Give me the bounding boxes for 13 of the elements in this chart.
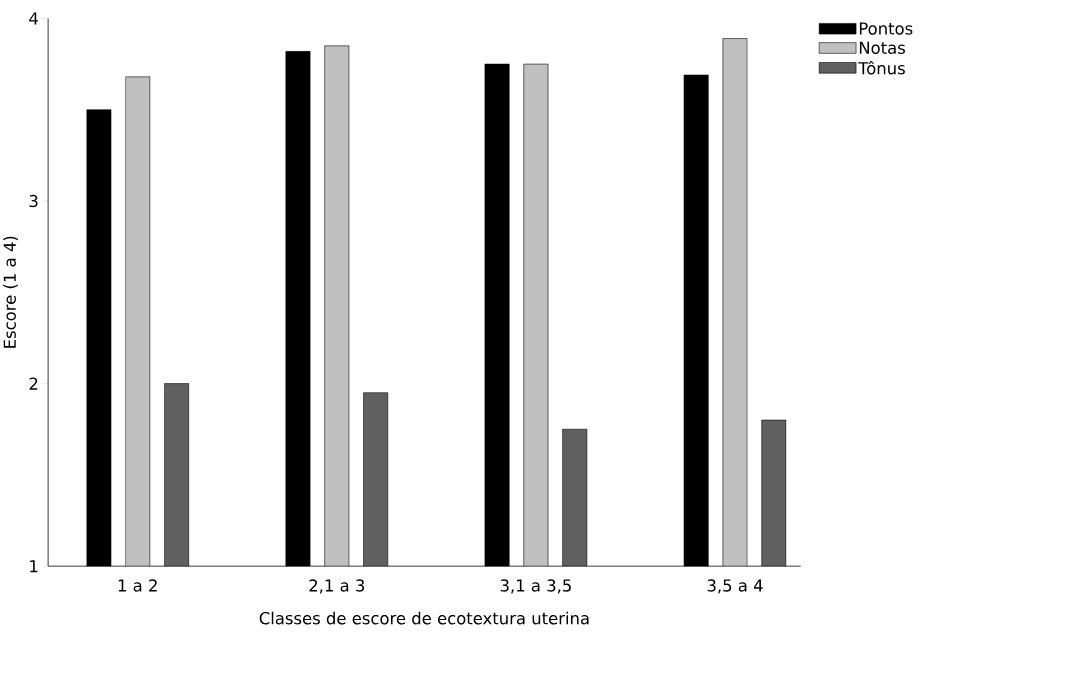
y-tick-label: 3 xyxy=(29,194,38,208)
y-axis-title: Escore (1 a 4) xyxy=(3,236,18,348)
legend-label: Pontos xyxy=(859,22,913,35)
x-axis-title: Classes de escore de ecotextura uterina xyxy=(259,611,589,625)
y-tick-label: 1 xyxy=(30,560,38,573)
x-tick-label: 2,1 a 3 xyxy=(309,579,365,594)
y-tick-label: 2 xyxy=(29,377,38,390)
legend-label: Notas xyxy=(859,41,905,55)
x-tick-label: 1 a 2 xyxy=(118,579,157,592)
x-tick-label: 3,1 a 3,5 xyxy=(500,579,571,594)
legend-label: Tônus xyxy=(858,61,905,75)
x-tick-label: 3,5 a 4 xyxy=(707,579,763,594)
y-tick-label: 4 xyxy=(29,12,38,25)
